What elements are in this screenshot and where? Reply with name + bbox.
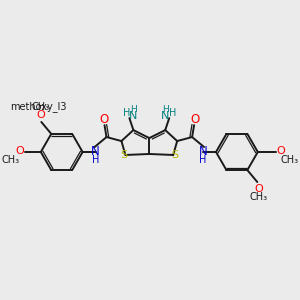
- Text: O: O: [276, 146, 285, 156]
- Text: N: N: [91, 146, 100, 158]
- Text: S: S: [172, 150, 179, 160]
- Text: CH₃: CH₃: [280, 155, 299, 165]
- Text: O: O: [16, 146, 24, 156]
- Text: methoxy_l3: methoxy_l3: [10, 102, 67, 112]
- Text: CH₃: CH₃: [2, 155, 20, 165]
- Text: H: H: [130, 105, 137, 114]
- Text: CH₃: CH₃: [249, 192, 267, 202]
- Text: O: O: [99, 112, 108, 126]
- Text: O: O: [254, 184, 263, 194]
- Text: O: O: [36, 110, 45, 120]
- Text: H: H: [169, 108, 176, 118]
- Text: S: S: [120, 150, 127, 160]
- Text: O: O: [190, 112, 200, 126]
- Text: H: H: [200, 155, 207, 165]
- Text: CH₃: CH₃: [31, 102, 50, 112]
- Text: H: H: [162, 105, 169, 114]
- Text: N: N: [199, 146, 207, 158]
- Text: N: N: [129, 111, 138, 121]
- Text: H: H: [123, 108, 130, 118]
- Text: H: H: [92, 155, 99, 165]
- Text: N: N: [161, 111, 170, 121]
